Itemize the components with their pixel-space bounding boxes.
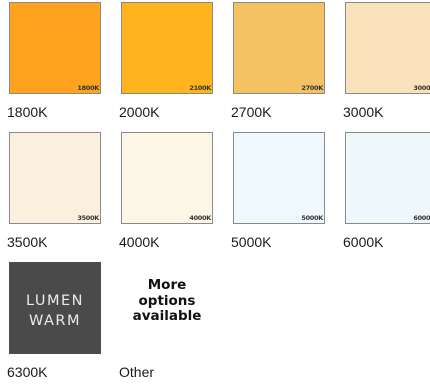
color-swatch-2000k[interactable]: 2100K <box>121 2 213 94</box>
swatch-tag: 2100K <box>189 84 211 92</box>
color-swatch-3000k[interactable]: 3000K <box>345 2 430 94</box>
swatch-label: 5000K <box>231 234 272 250</box>
swatch-tag: 2700K <box>301 84 323 92</box>
more-options-text: More options available <box>132 277 202 324</box>
color-swatch-6000k[interactable]: 6000K <box>345 132 430 224</box>
swatch-tag: 1800K <box>77 84 99 92</box>
swatch-label: 6000K <box>343 234 384 250</box>
color-swatch-3500k[interactable]: 3500K <box>9 132 101 224</box>
swatch-label: 6300K <box>7 364 48 380</box>
more-options-tile[interactable]: More options available <box>121 262 213 354</box>
swatch-tag: 3000K <box>413 84 430 92</box>
swatch-label: 2700K <box>231 104 272 120</box>
swatch-tag: 6000K <box>413 214 430 222</box>
color-swatch-1800k[interactable]: 1800K <box>9 2 101 94</box>
swatch-label: 1800K <box>7 104 48 120</box>
color-swatch-2700k[interactable]: 2700K <box>233 2 325 94</box>
swatch-label: 2000K <box>119 104 160 120</box>
swatch-tag: 5000K <box>301 214 323 222</box>
swatch-label: 4000K <box>119 234 160 250</box>
swatch-label: 3000K <box>343 104 384 120</box>
swatch-tag: 3500K <box>77 214 99 222</box>
swatch-label: Other <box>119 364 155 380</box>
color-swatch-5000k[interactable]: 5000K <box>233 132 325 224</box>
lumen-warm-logo: LUMEN WARM <box>26 293 84 329</box>
lumen-warm-swatch[interactable]: LUMEN WARM <box>9 262 101 354</box>
color-swatch-4000k[interactable]: 4000K <box>121 132 213 224</box>
swatch-tag: 4000K <box>189 214 211 222</box>
swatch-label: 3500K <box>7 234 48 250</box>
